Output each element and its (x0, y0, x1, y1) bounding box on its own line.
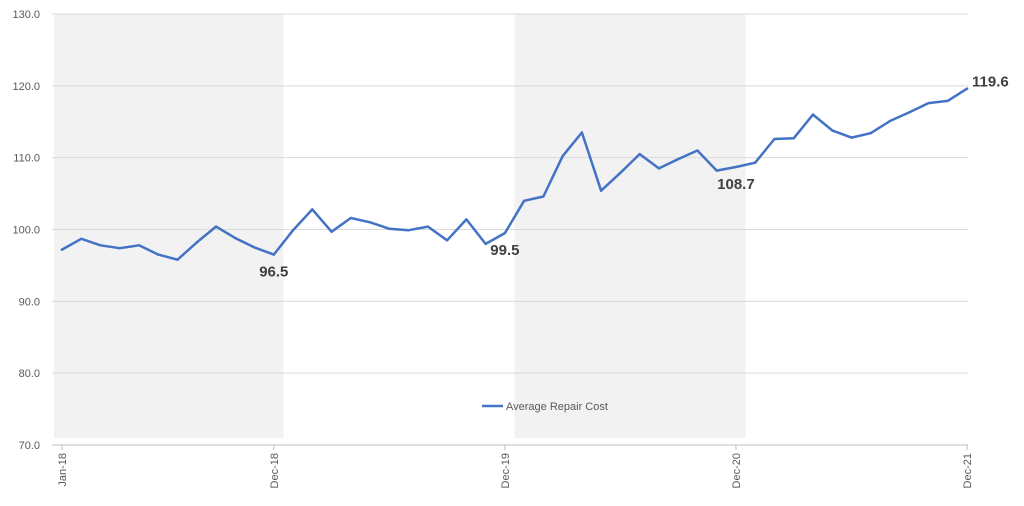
data-point (869, 132, 872, 135)
data-point (927, 101, 930, 105)
data-label: 99.5 (490, 242, 519, 259)
data-point (831, 129, 834, 132)
data-point (234, 236, 237, 240)
data-point (850, 136, 853, 139)
data-point (330, 230, 333, 233)
series-layer (60, 87, 969, 261)
legend: Average Repair Cost (482, 401, 608, 413)
data-point (599, 189, 603, 192)
x-tick-label: Dec-18 (269, 453, 281, 488)
data-point (445, 239, 449, 242)
y-tick-label: 100.0 (12, 225, 40, 237)
data-point (561, 155, 564, 158)
data-point (60, 248, 64, 251)
axes: 70.0 80.0 90.0 100.0 110.0 120.0 130.0 Jan-18 De… (12, 9, 974, 488)
y-tick-label: 130.0 (12, 9, 40, 21)
data-label: 108.7 (717, 176, 755, 193)
data-point (426, 225, 430, 228)
data-point (465, 218, 468, 221)
data-point (118, 246, 121, 250)
x-tick-label: Dec-21 (962, 453, 974, 488)
x-tick-label: Dec-20 (731, 453, 743, 488)
data-point (753, 161, 757, 164)
data-point (291, 229, 295, 232)
data-labels: 96.5 99.5 108.7 119.6 (259, 74, 1009, 281)
data-point (253, 246, 256, 249)
data-point (908, 111, 911, 114)
data-point (696, 149, 699, 152)
y-tick-label: 70.0 (19, 440, 40, 452)
data-label: 96.5 (259, 264, 288, 281)
data-point (580, 131, 584, 134)
y-tick-label: 110.0 (13, 153, 40, 165)
data-point (503, 231, 507, 235)
data-point (792, 137, 795, 140)
data-point (522, 199, 526, 202)
data-point (657, 167, 661, 170)
data-point (619, 171, 622, 174)
x-tick-label: Dec-19 (500, 453, 512, 488)
x-tick-label: Jan-18 (57, 453, 69, 487)
data-point (311, 208, 314, 211)
gridlines (52, 13, 968, 374)
shaded-period-0 (54, 14, 284, 438)
data-point (214, 225, 218, 228)
data-point (388, 227, 391, 230)
data-point (137, 244, 141, 247)
data-point (773, 137, 776, 141)
data-point (542, 195, 545, 198)
data-point (715, 169, 718, 172)
data-point (484, 242, 487, 246)
data-point (349, 216, 353, 220)
y-tick-label: 80.0 (19, 368, 40, 380)
data-point (638, 152, 641, 156)
data-point (946, 99, 949, 103)
data-point (99, 244, 102, 247)
shaded-period-1 (514, 14, 746, 438)
data-point (734, 165, 738, 169)
legend-label: Average Repair Cost (506, 401, 608, 413)
data-point (811, 113, 815, 116)
shaded-periods (54, 14, 746, 438)
data-point (176, 258, 179, 261)
series-line-average-repair-cost (60, 87, 969, 261)
y-tick-label: 120.0 (12, 81, 40, 93)
y-tick-label: 90.0 (19, 296, 40, 308)
data-point (965, 87, 969, 90)
data-point (157, 253, 160, 256)
data-point (368, 221, 372, 224)
data-point (407, 229, 410, 232)
data-point (80, 237, 83, 241)
data-label: 119.6 (972, 74, 1009, 91)
data-point (888, 119, 892, 123)
data-point (195, 241, 198, 244)
data-point (676, 157, 680, 161)
data-point (272, 253, 276, 256)
